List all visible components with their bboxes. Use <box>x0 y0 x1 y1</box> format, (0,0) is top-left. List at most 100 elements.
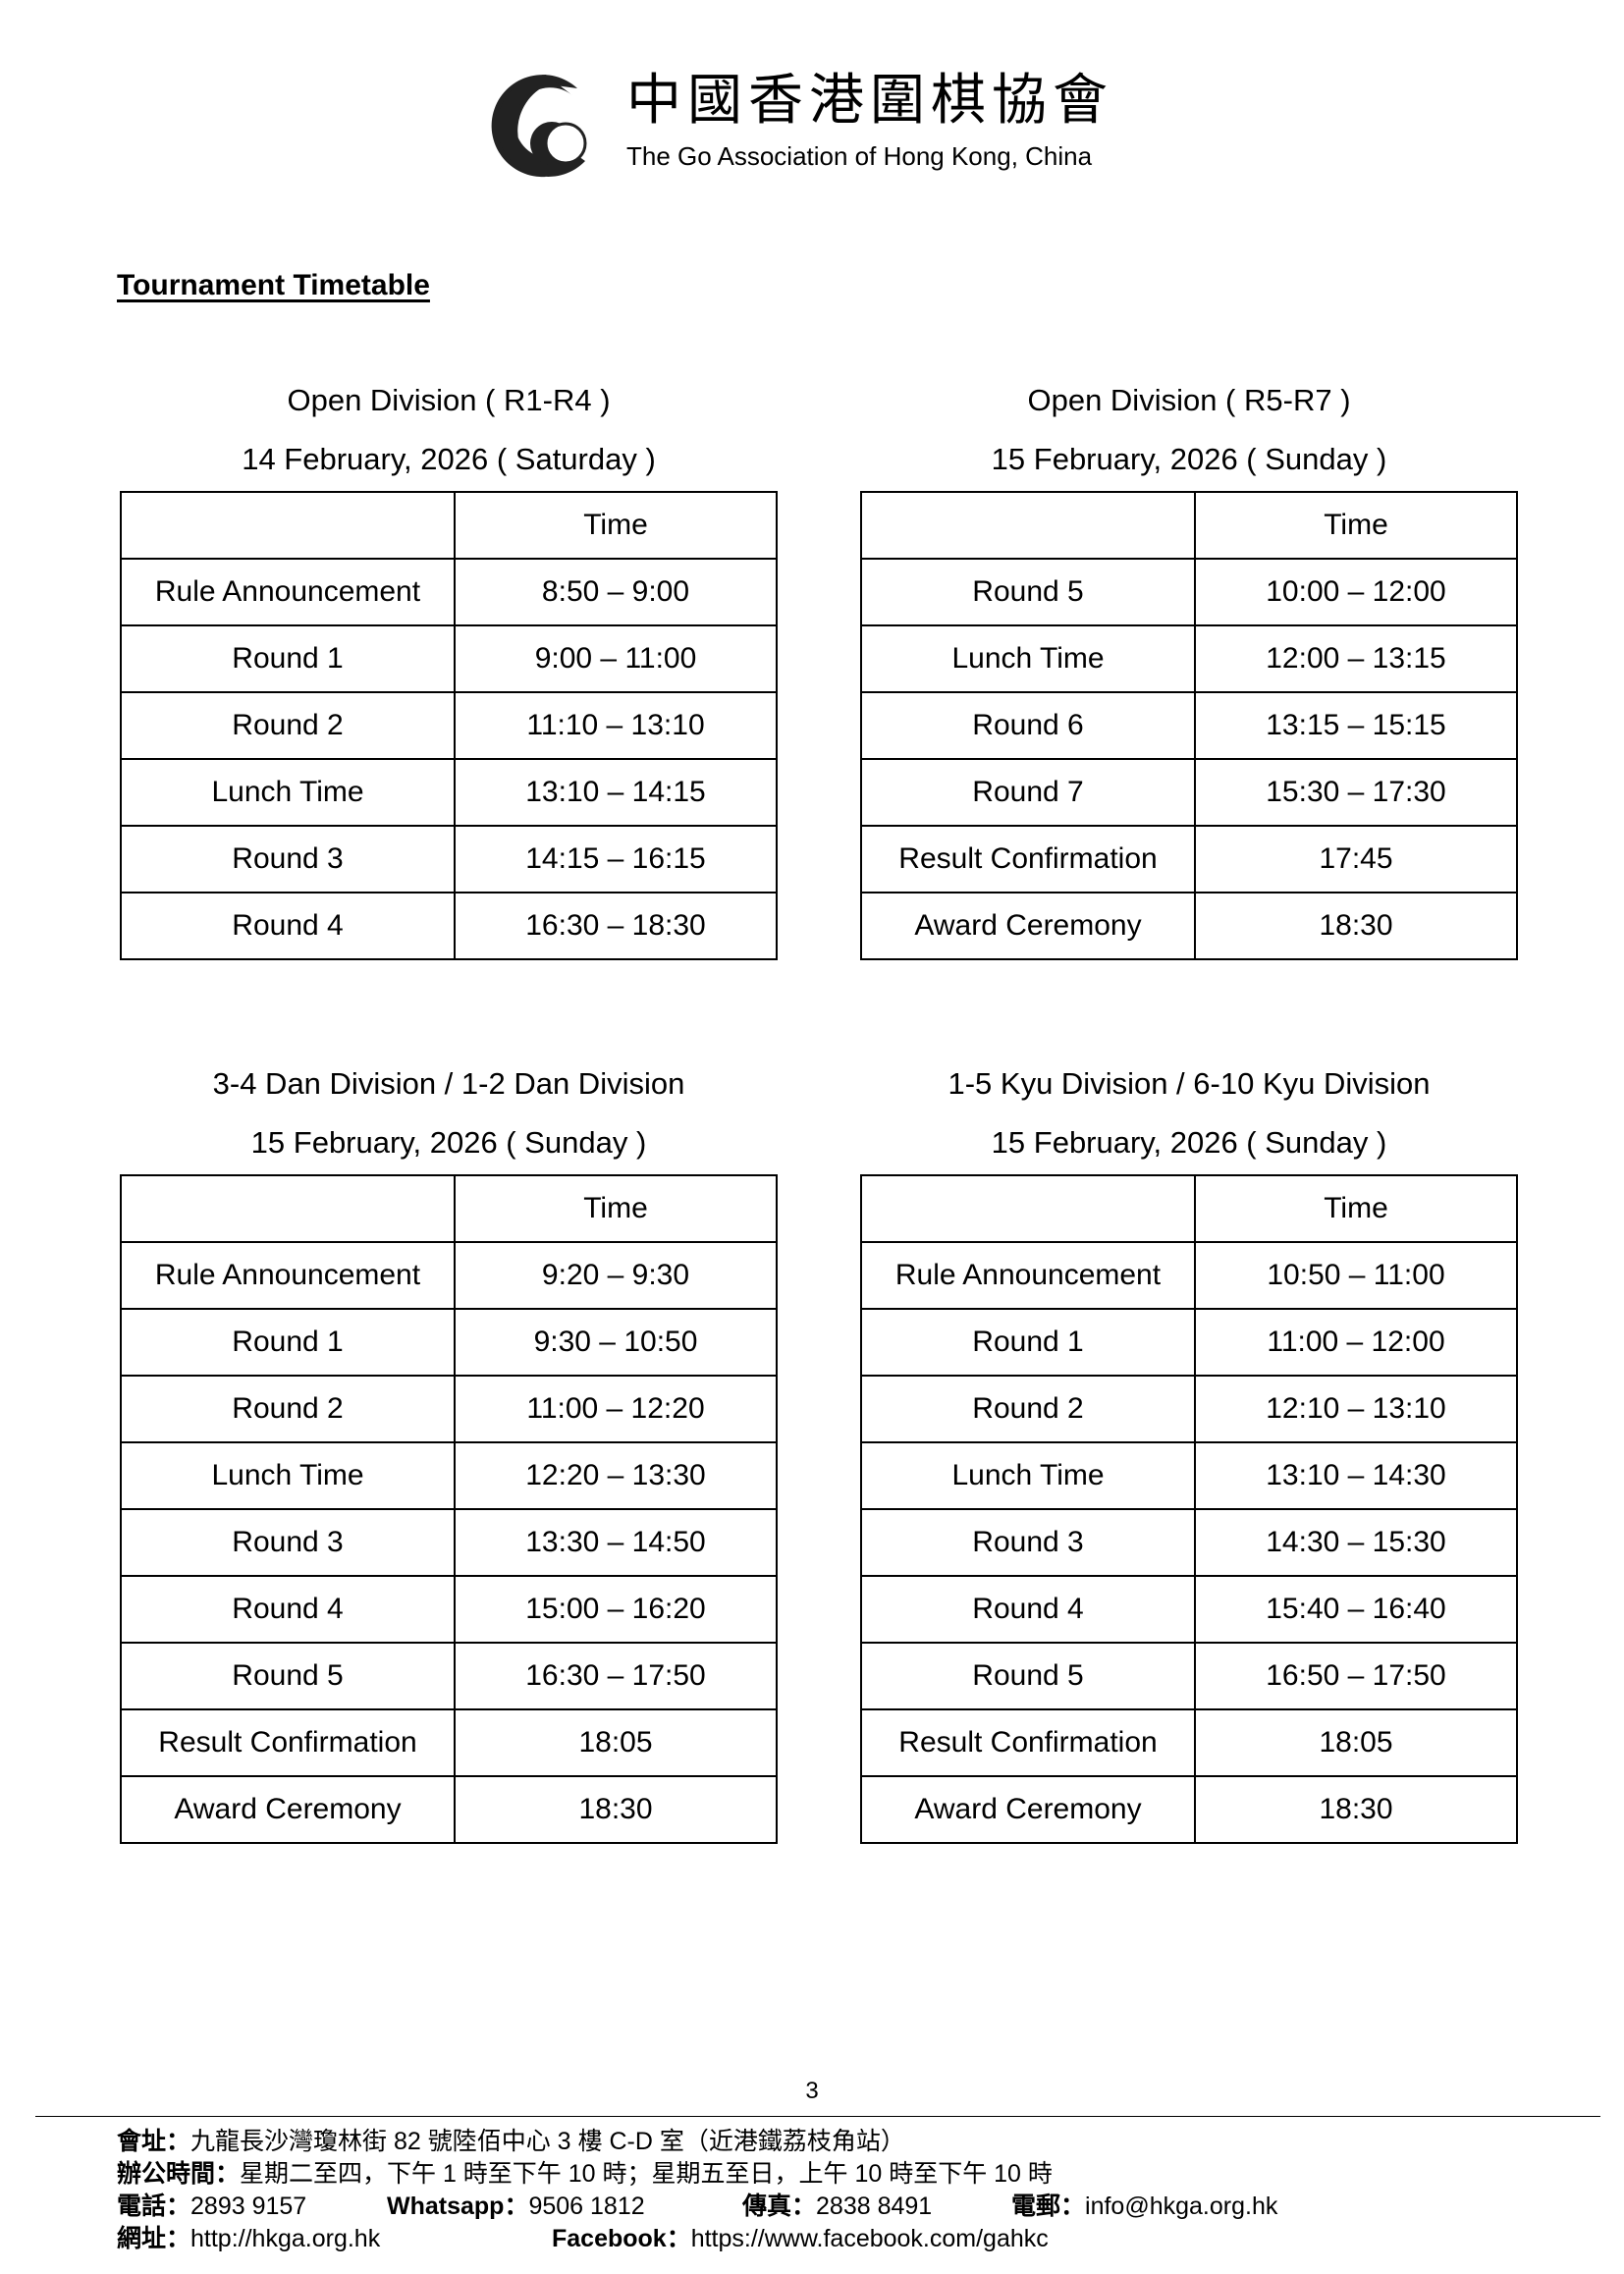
fax-label: 傳真： <box>742 2193 817 2220</box>
timetable-dan-divisions: 3-4 Dan Division / 1-2 Dan Division 15 Fe… <box>120 1055 778 1844</box>
table-row: Round 4 15:40 – 16:40 <box>860 1575 1518 1644</box>
event-cell: Result Confirmation <box>860 825 1196 893</box>
division-title: 3-4 Dan Division / 1-2 Dan Division <box>212 1066 685 1101</box>
website-link[interactable]: http://hkga.org.hk <box>190 2225 381 2252</box>
table-header-row: Time <box>860 1174 1518 1243</box>
header-blank-cell <box>120 1174 456 1243</box>
table-row: Award Ceremony 18:30 <box>120 1775 778 1844</box>
table-row: Award Ceremony 18:30 <box>860 892 1518 960</box>
time-cell: 15:00 – 16:20 <box>454 1575 778 1644</box>
table-row: Round 6 13:15 – 15:15 <box>860 691 1518 760</box>
division-title: Open Division ( R5-R7 ) <box>1027 383 1351 417</box>
time-cell: 13:30 – 14:50 <box>454 1508 778 1577</box>
header-time: Time <box>1194 1174 1518 1243</box>
facebook-link[interactable]: https://www.facebook.com/gahkc <box>690 2225 1049 2252</box>
event-cell: Result Confirmation <box>120 1708 456 1777</box>
event-cell: Round 3 <box>860 1508 1196 1577</box>
footer-address: 會址：九龍長沙灣瓊林街 82 號陸佰中心 3 樓 C-D 室（近港鐵荔枝角站） <box>117 2127 905 2156</box>
event-cell: Round 2 <box>120 1375 456 1443</box>
event-cell: Round 5 <box>120 1642 456 1710</box>
table-row: Rule Announcement 9:20 – 9:30 <box>120 1241 778 1310</box>
event-cell: Round 4 <box>120 892 456 960</box>
table-row: Round 3 14:30 – 15:30 <box>860 1508 1518 1577</box>
event-cell: Round 3 <box>120 825 456 893</box>
event-cell: Lunch Time <box>120 758 456 827</box>
event-cell: Award Ceremony <box>860 1775 1196 1844</box>
table-header-row: Time <box>120 1174 778 1243</box>
header-blank-cell <box>120 491 456 560</box>
footer-fax: 傳真：2838 8491 <box>742 2192 932 2221</box>
division-date: 15 February, 2026 ( Sunday ) <box>991 1125 1387 1160</box>
footer-whatsapp: Whatsapp：9506 1812 <box>387 2192 645 2221</box>
email-label: 電郵： <box>1011 2193 1086 2220</box>
event-cell: Round 1 <box>860 1308 1196 1377</box>
time-cell: 12:10 – 13:10 <box>1194 1375 1518 1443</box>
table-row: Round 5 16:50 – 17:50 <box>860 1642 1518 1710</box>
table-row: Round 2 11:00 – 12:20 <box>120 1375 778 1443</box>
event-cell: Lunch Time <box>120 1441 456 1510</box>
event-cell: Round 4 <box>860 1575 1196 1644</box>
facebook-label: Facebook： <box>552 2225 691 2252</box>
division-date: 14 February, 2026 ( Saturday ) <box>242 442 656 476</box>
table-row: Round 1 9:30 – 10:50 <box>120 1308 778 1377</box>
event-cell: Award Ceremony <box>860 892 1196 960</box>
event-cell: Lunch Time <box>860 624 1196 693</box>
time-cell: 12:20 – 13:30 <box>454 1441 778 1510</box>
table-row: Round 5 10:00 – 12:00 <box>860 558 1518 626</box>
event-cell: Round 5 <box>860 558 1196 626</box>
time-cell: 13:10 – 14:30 <box>1194 1441 1518 1510</box>
footer-phone: 電話：2893 9157 <box>117 2192 306 2221</box>
division-title: Open Division ( R1-R4 ) <box>287 383 611 417</box>
table-header-row: Time <box>120 491 778 560</box>
event-cell: Round 7 <box>860 758 1196 827</box>
event-cell: Round 6 <box>860 691 1196 760</box>
hours-label: 辦公時間： <box>117 2160 241 2188</box>
event-cell: Round 1 <box>120 1308 456 1377</box>
table-row: Round 3 13:30 – 14:50 <box>120 1508 778 1577</box>
footer-hours: 辦公時間：星期二至四，下午 1 時至下午 10 時；星期五至日，上午 10 時至… <box>117 2159 1053 2189</box>
table-row: Round 2 12:10 – 13:10 <box>860 1375 1518 1443</box>
footer-divider <box>35 2116 1600 2117</box>
time-cell: 18:30 <box>1194 1775 1518 1844</box>
event-cell: Round 4 <box>120 1575 456 1644</box>
table-row: Award Ceremony 18:30 <box>860 1775 1518 1844</box>
event-cell: Lunch Time <box>860 1441 1196 1510</box>
event-cell: Award Ceremony <box>120 1775 456 1844</box>
email-link[interactable]: info@hkga.org.hk <box>1085 2193 1278 2220</box>
timetable-open-r1-r4: Open Division ( R1-R4 ) 14 February, 2026… <box>120 371 778 960</box>
time-cell: 11:00 – 12:00 <box>1194 1308 1518 1377</box>
footer-facebook: Facebook：https://www.facebook.com/gahkc <box>552 2224 1049 2253</box>
time-cell: 14:15 – 16:15 <box>454 825 778 893</box>
table-row: Lunch Time 12:20 – 13:30 <box>120 1441 778 1510</box>
event-cell: Round 3 <box>120 1508 456 1577</box>
time-cell: 18:30 <box>454 1775 778 1844</box>
table-row: Round 4 15:00 – 16:20 <box>120 1575 778 1644</box>
event-cell: Result Confirmation <box>860 1708 1196 1777</box>
table-row: Result Confirmation 17:45 <box>860 825 1518 893</box>
table-row: Lunch Time 12:00 – 13:15 <box>860 624 1518 693</box>
table-row: Lunch Time 13:10 – 14:30 <box>860 1441 1518 1510</box>
time-cell: 12:00 – 13:15 <box>1194 624 1518 693</box>
timetable: Time Round 5 10:00 – 12:00 Lunch Time 12:00 … <box>860 491 1518 960</box>
table-row: Round 2 11:10 – 13:10 <box>120 691 778 760</box>
event-cell: Round 1 <box>120 624 456 693</box>
time-cell: 10:00 – 12:00 <box>1194 558 1518 626</box>
time-cell: 18:30 <box>1194 892 1518 960</box>
phone-value: 2893 9157 <box>190 2193 307 2220</box>
time-cell: 9:30 – 10:50 <box>454 1308 778 1377</box>
time-cell: 10:50 – 11:00 <box>1194 1241 1518 1310</box>
time-cell: 16:30 – 18:30 <box>454 892 778 960</box>
address-label: 會址： <box>117 2128 191 2155</box>
address-value: 九龍長沙灣瓊林街 82 號陸佰中心 3 樓 C-D 室（近港鐵荔枝角站） <box>190 2128 905 2155</box>
association-logo: 中國香港圍棋協會 The Go Association of Hong Kong… <box>487 67 1174 187</box>
footer-website: 網址：http://hkga.org.hk <box>117 2224 380 2253</box>
go-stone-logo-icon <box>491 75 587 178</box>
page-title: Tournament Timetable <box>117 269 430 301</box>
table-row: Round 1 9:00 – 11:00 <box>120 624 778 693</box>
table-row: Round 5 16:30 – 17:50 <box>120 1642 778 1710</box>
timetable: Time Rule Announcement 10:50 – 11:00 Round … <box>860 1174 1518 1844</box>
hours-value: 星期二至四，下午 1 時至下午 10 時；星期五至日，上午 10 時至下午 10… <box>240 2160 1053 2188</box>
whatsapp-label: Whatsapp： <box>387 2193 529 2220</box>
timetable-kyu-divisions: 1-5 Kyu Division / 6-10 Kyu Division 15 F… <box>860 1055 1518 1844</box>
table-row: Round 7 15:30 – 17:30 <box>860 758 1518 827</box>
